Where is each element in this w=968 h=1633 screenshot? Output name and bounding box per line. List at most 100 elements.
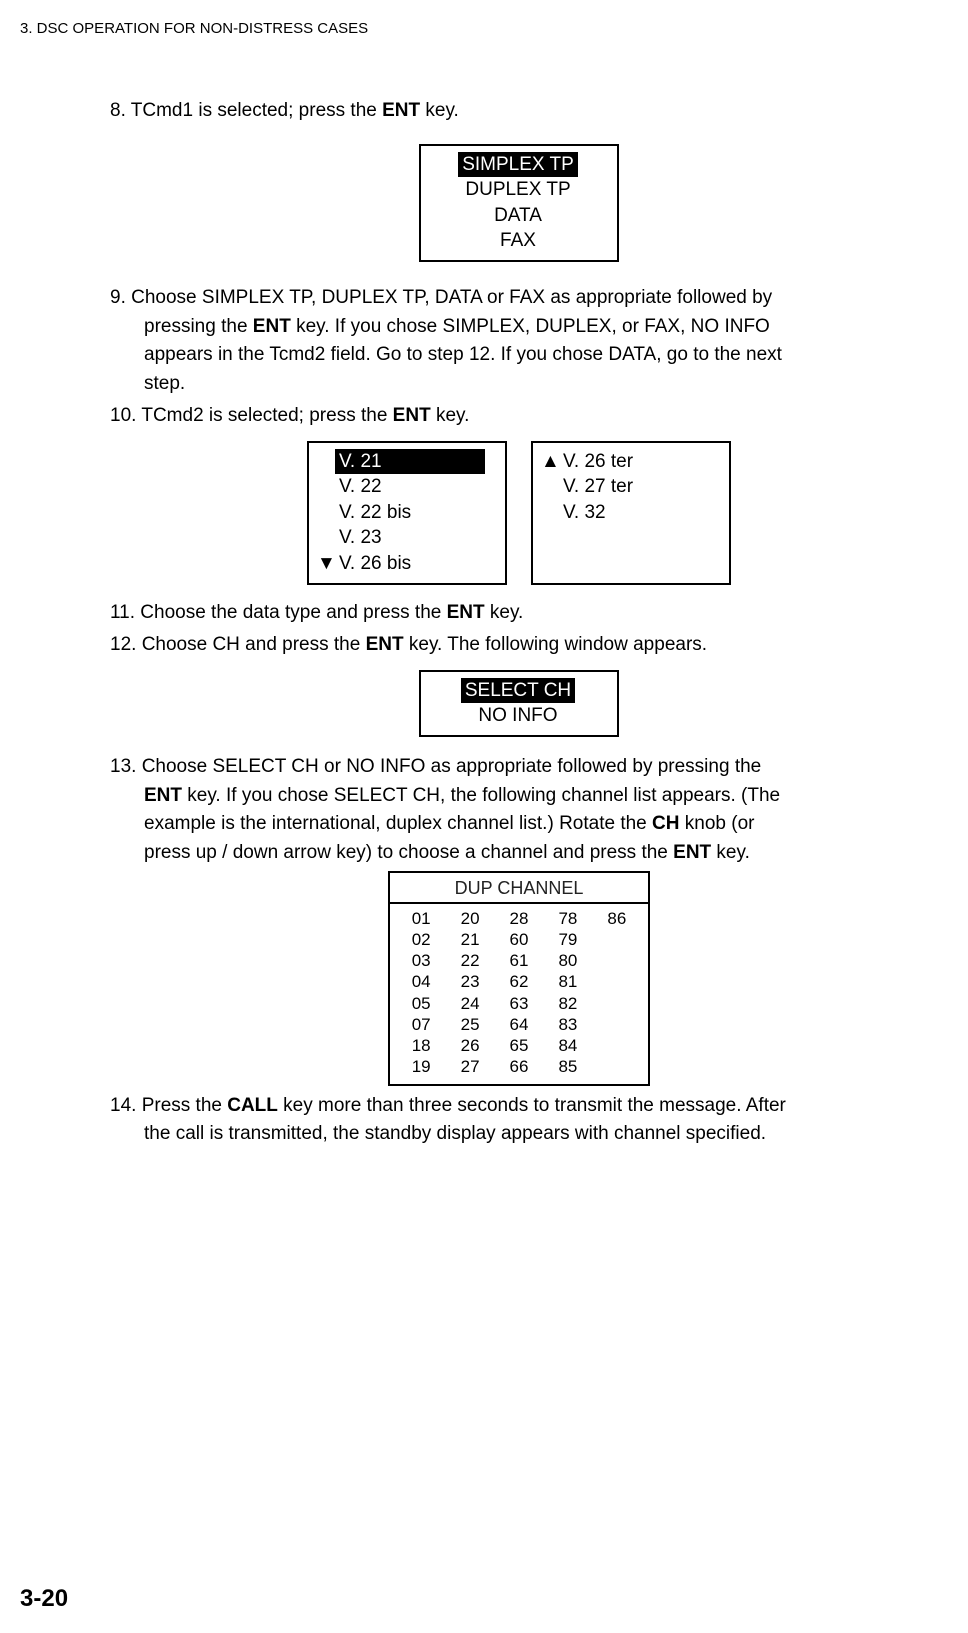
- dup-cell: 85: [558, 1056, 577, 1077]
- step-9-line1: 9. Choose SIMPLEX TP, DUPLEX TP, DATA or…: [110, 284, 928, 313]
- chapter-header: 3. DSC OPERATION FOR NON-DISTRESS CASES: [20, 20, 938, 37]
- dup-col-3: 78 79 80 81 82 83 84 85: [558, 908, 577, 1078]
- vmenu-right-row-3: [541, 525, 719, 551]
- dup-cell: 83: [558, 1014, 577, 1035]
- dup-cell: 28: [510, 908, 529, 929]
- dup-cell: 27: [461, 1056, 480, 1077]
- menu-item-duplex: DUPLEX TP: [429, 177, 607, 203]
- menu-item-fax-label: FAX: [500, 230, 536, 251]
- menu-tcmd1-wrap: SIMPLEX TP DUPLEX TP DATA FAX: [110, 144, 928, 263]
- step-9-line4: step.: [144, 370, 928, 399]
- dup-cell: 81: [558, 971, 577, 992]
- dup-cell: 86: [607, 908, 626, 929]
- dup-cell: 01: [412, 908, 431, 929]
- step-12: 12. Choose CH and press the ENT key. The…: [110, 631, 928, 660]
- dup-cell: 02: [412, 929, 431, 950]
- dup-cell: 82: [558, 993, 577, 1014]
- menu-select-ch: SELECT CH NO INFO: [419, 670, 619, 737]
- vmenu-left: V. 21 V. 22 V. 22 bis V. 23 ▼V. 26 bis: [307, 441, 507, 585]
- vmenu-left-item-4: V. 26 bis: [335, 551, 411, 577]
- vmenu-left-row-4: ▼V. 26 bis: [317, 551, 495, 577]
- step-9-line2: pressing the ENT key. If you chose SIMPL…: [144, 313, 928, 342]
- dup-cell: 26: [461, 1035, 480, 1056]
- dup-cell: 79: [558, 929, 577, 950]
- dup-cell: 78: [558, 908, 577, 929]
- menu-select-ch-wrap: SELECT CH NO INFO: [110, 670, 928, 737]
- dup-cell: 64: [510, 1014, 529, 1035]
- dup-col-2: 28 60 61 62 63 64 65 66: [510, 908, 529, 1078]
- dup-cell: 60: [510, 929, 529, 950]
- menu-item-simplex-label: SIMPLEX TP: [458, 152, 578, 178]
- step-14-line1: 14. Press the CALL key more than three s…: [110, 1092, 928, 1121]
- down-arrow-icon: ▼: [317, 551, 335, 577]
- dup-col-1: 20 21 22 23 24 25 26 27: [461, 908, 480, 1078]
- step-14-line2: the call is transmitted, the standby dis…: [144, 1120, 928, 1149]
- dup-channel-grid: 01 02 03 04 05 07 18 19 20 21 22 23: [390, 904, 649, 1084]
- vmenu-right-item-4: [559, 551, 568, 577]
- dup-cell: 03: [412, 950, 431, 971]
- step-11: 11. Choose the data type and press the E…: [110, 599, 928, 628]
- dup-cell: 18: [412, 1035, 431, 1056]
- step-13-line4: press up / down arrow key) to choose a c…: [144, 839, 928, 868]
- menu-item-data: DATA: [429, 203, 607, 229]
- step-8: 8. TCmd1 is selected; press the ENT key.: [110, 97, 928, 126]
- step-13-l4a: press up / down arrow key) to choose a c…: [144, 842, 673, 863]
- step-11-a: 11. Choose the data type and press the: [110, 602, 447, 623]
- step-9: 9. Choose SIMPLEX TP, DUPLEX TP, DATA or…: [110, 284, 928, 398]
- step-8-ent: ENT: [382, 100, 420, 121]
- dup-cell: 65: [510, 1035, 529, 1056]
- dup-col-4: 86: [607, 908, 626, 1078]
- step-13-line3: example is the international, duplex cha…: [144, 810, 928, 839]
- step-13: 13. Choose SELECT CH or NO INFO as appro…: [110, 753, 928, 867]
- step-14: 14. Press the CALL key more than three s…: [110, 1092, 928, 1149]
- dup-cell: 63: [510, 993, 529, 1014]
- menu-item-duplex-label: DUPLEX TP: [465, 179, 570, 200]
- dup-cell: 66: [510, 1056, 529, 1077]
- vmenu-left-item-1: V. 22: [335, 474, 382, 500]
- content-body: 8. TCmd1 is selected; press the ENT key.…: [110, 97, 928, 1149]
- menu-item-data-label: DATA: [494, 205, 542, 226]
- menu-item-no-info-label: NO INFO: [478, 705, 557, 726]
- step-10-a: 10. TCmd2 is selected; press the: [110, 405, 393, 426]
- dup-cell: 25: [461, 1014, 480, 1035]
- step-13-l4c: key.: [711, 842, 750, 863]
- vmenu-right-row-1: V. 27 ter: [541, 474, 719, 500]
- step-9-line2-b: key. If you chose SIMPLEX, DUPLEX, or FA…: [291, 316, 770, 337]
- step-8-text-a: 8. TCmd1 is selected; press the: [110, 100, 382, 121]
- vmenu-right: ▲V. 26 ter V. 27 ter V. 32: [531, 441, 731, 585]
- vmenu-left-row-0: V. 21: [317, 449, 495, 475]
- step-9-ent: ENT: [253, 316, 291, 337]
- step-13-ent2: ENT: [673, 842, 711, 863]
- step-12-a: 12. Choose CH and press the: [110, 634, 366, 655]
- step-12-b: key. The following window appears.: [404, 634, 707, 655]
- menu-item-select-ch-label: SELECT CH: [461, 678, 575, 704]
- step-9-line2-a: pressing the: [144, 316, 253, 337]
- page-number: 3-20: [20, 1585, 68, 1613]
- dup-cell: 19: [412, 1056, 431, 1077]
- step-13-ent: ENT: [144, 785, 182, 806]
- step-10: 10. TCmd2 is selected; press the ENT key…: [110, 402, 928, 431]
- step-13-l3a: example is the international, duplex cha…: [144, 813, 652, 834]
- vmenu-left-row-3: V. 23: [317, 525, 495, 551]
- dup-cell: 07: [412, 1014, 431, 1035]
- step-12-ent: ENT: [366, 634, 404, 655]
- dup-col-0: 01 02 03 04 05 07 18 19: [412, 908, 431, 1078]
- step-11-b: key.: [485, 602, 524, 623]
- dup-cell: 21: [461, 929, 480, 950]
- vmenu-right-row-2: V. 32: [541, 500, 719, 526]
- step-13-line1: 13. Choose SELECT CH or NO INFO as appro…: [110, 753, 928, 782]
- step-8-text-b: key.: [420, 100, 459, 121]
- dup-cell: 84: [558, 1035, 577, 1056]
- menu-item-simplex: SIMPLEX TP: [429, 152, 607, 178]
- step-14-l1c: key more than three seconds to transmit …: [278, 1095, 786, 1116]
- dup-cell: 24: [461, 993, 480, 1014]
- vmenu-right-row-0: ▲V. 26 ter: [541, 449, 719, 475]
- vmenu-right-item-1: V. 27 ter: [559, 474, 633, 500]
- dup-cell: 80: [558, 950, 577, 971]
- dup-channel-box: DUP CHANNEL 01 02 03 04 05 07 18 19 20: [388, 871, 651, 1086]
- dup-channel-title: DUP CHANNEL: [390, 873, 649, 902]
- menu-item-fax: FAX: [429, 228, 607, 254]
- step-10-b: key.: [431, 405, 470, 426]
- vmenu-right-item-2: V. 32: [559, 500, 606, 526]
- vmenu-right-row-4: [541, 551, 719, 577]
